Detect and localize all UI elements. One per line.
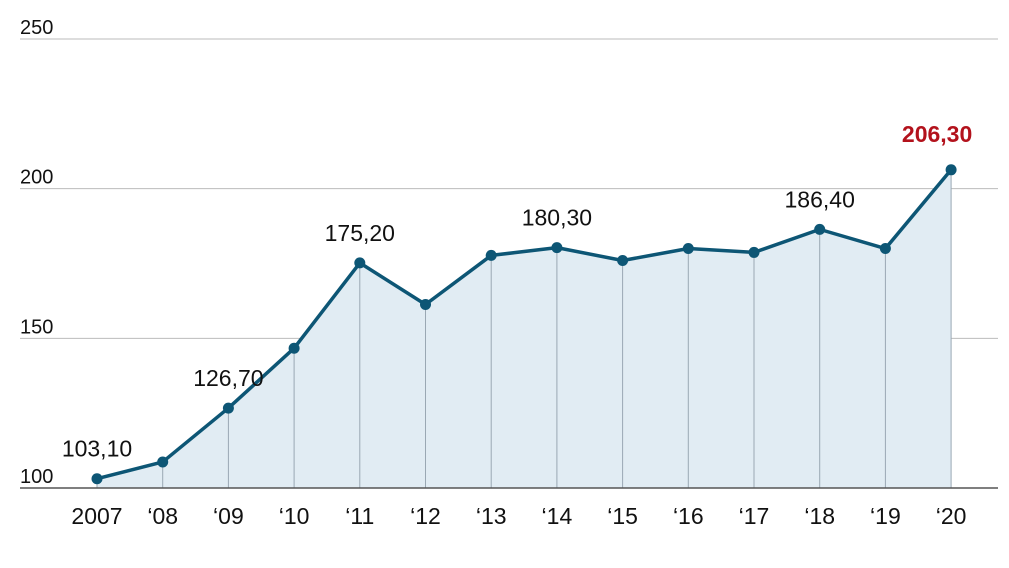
x-tick-label: ‘18	[804, 503, 835, 529]
x-tick-label: ‘10	[279, 503, 310, 529]
x-tick-label: ‘17	[739, 503, 770, 529]
x-tick-label: ‘20	[936, 503, 967, 529]
x-tick-label: ‘13	[476, 503, 507, 529]
value-label: 180,30	[522, 205, 592, 231]
x-tick-label: ‘16	[673, 503, 704, 529]
point	[879, 243, 891, 255]
value-label: 175,20	[325, 220, 395, 246]
area	[97, 169, 952, 489]
value-label: 103,10	[62, 436, 132, 462]
point	[682, 243, 694, 255]
line	[96, 168, 953, 481]
point	[485, 249, 497, 261]
point	[551, 242, 563, 254]
point	[945, 164, 957, 176]
x-tick-label: ‘12	[410, 503, 441, 529]
value-label: 206,30	[902, 121, 972, 147]
y-tick-label: 100	[20, 466, 53, 488]
point	[748, 246, 760, 258]
y-tick-label: 150	[20, 316, 53, 338]
x-tick-label: ‘14	[542, 503, 573, 529]
value-label: 186,40	[785, 186, 855, 212]
y-tick-label: 200	[20, 167, 53, 189]
x-tick-label: ‘15	[607, 503, 638, 529]
y-tick-label: 250	[20, 17, 53, 39]
point	[222, 402, 234, 414]
point	[354, 257, 366, 269]
point	[420, 299, 431, 311]
point	[157, 456, 169, 468]
x-tick-label: 2007	[71, 503, 122, 529]
x-tick-label: ‘08	[147, 503, 178, 529]
x-tick-label: ‘11	[345, 503, 374, 529]
point	[288, 342, 300, 354]
x-tick-label: ‘09	[213, 503, 244, 529]
point	[91, 473, 103, 485]
point	[617, 255, 629, 267]
point	[814, 223, 826, 235]
x-tick-label: ‘19	[870, 503, 901, 529]
value-label: 126,70	[193, 365, 263, 391]
